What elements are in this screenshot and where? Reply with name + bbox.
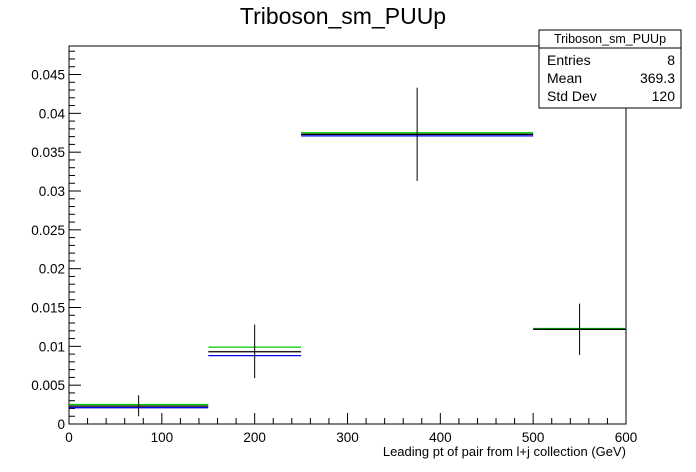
x-tick-label: 500 xyxy=(522,430,545,445)
series-layer xyxy=(69,87,626,417)
y-axis: 0 0.005 0.01 0.015 0.02 0.025 0.03 0.035 0.04 0.0… xyxy=(31,50,81,432)
y-tick-label: 0 xyxy=(57,417,65,432)
stats-stddev-value: 120 xyxy=(652,88,676,104)
stats-box-title: Triboson_sm_PUUp xyxy=(554,32,666,46)
x-tick-label: 0 xyxy=(65,430,73,445)
x-axis-label: Leading pt of pair from l+j collection (… xyxy=(383,444,626,459)
stats-box-frame xyxy=(538,29,682,109)
chart-title: Triboson_sm_PUUp xyxy=(240,3,446,29)
y-tick-label: 0.03 xyxy=(39,184,65,199)
x-tick-label: 400 xyxy=(429,430,452,445)
stats-mean-value: 369.3 xyxy=(640,70,675,86)
stats-box: Triboson_sm_PUUp Entries 8 Mean 369.3 St… xyxy=(538,29,682,109)
y-tick-label: 0.01 xyxy=(39,339,65,354)
y-tick-label: 0.02 xyxy=(39,262,65,277)
x-tick-label: 600 xyxy=(615,430,638,445)
y-tick-label: 0.035 xyxy=(31,145,65,160)
y-tick-label: 0.015 xyxy=(31,301,65,316)
y-tick-label: 0.025 xyxy=(31,223,65,238)
x-tick-label: 100 xyxy=(151,430,174,445)
y-tick-label: 0.005 xyxy=(31,378,65,393)
x-tick-label: 300 xyxy=(336,430,359,445)
stats-entries-label: Entries xyxy=(547,52,591,68)
y-tick-label: 0.045 xyxy=(31,68,65,83)
x-tick-label: 200 xyxy=(243,430,266,445)
stats-mean-label: Mean xyxy=(547,70,582,86)
y-tick-label: 0.04 xyxy=(39,106,66,121)
stats-entries-value: 8 xyxy=(667,52,675,68)
stats-stddev-label: Std Dev xyxy=(547,88,597,104)
x-axis: 0 100 200 300 400 500 600 xyxy=(65,413,637,445)
